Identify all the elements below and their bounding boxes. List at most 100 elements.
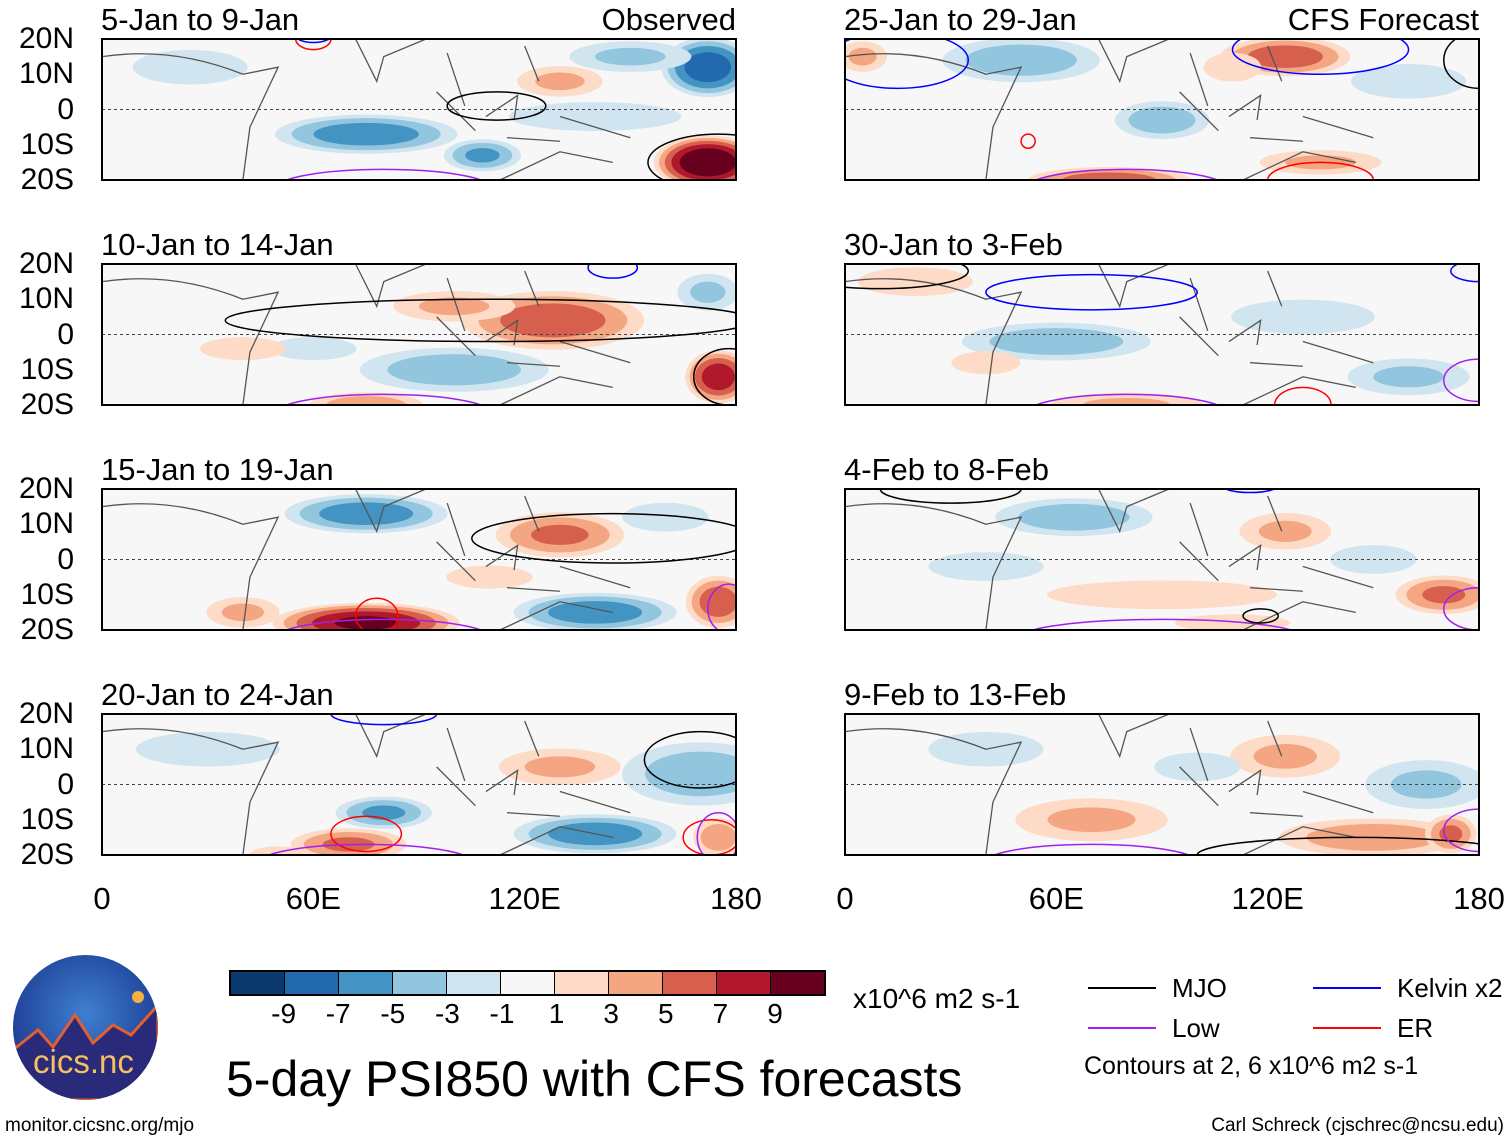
map-panel [844, 38, 1480, 181]
er-contour [1273, 386, 1332, 405]
map-panel [101, 713, 737, 856]
y-tick-label: 20N [18, 22, 74, 55]
kelvin-contour [1223, 489, 1277, 494]
colorbar-tick-label: -7 [325, 998, 351, 1029]
anomaly-contour-fill [1047, 807, 1136, 833]
colorbar-swatch [555, 972, 609, 994]
colorbar-tick-label: -1 [489, 998, 515, 1029]
panel-frame [101, 263, 737, 406]
colorbar-tick-label: 7 [712, 998, 729, 1029]
y-tick-label: 20N [18, 247, 74, 280]
coastlines [845, 489, 1374, 630]
er-contour [682, 819, 736, 855]
low-contour [1034, 393, 1220, 405]
colorbar-swatch [393, 972, 447, 994]
anomaly-contour-fill [326, 396, 407, 405]
anomaly-contour-fill [270, 337, 357, 361]
coastlines [845, 264, 1374, 405]
x-tick-label: 60E [285, 881, 341, 916]
panel-frame [844, 488, 1480, 631]
map-panel [101, 38, 737, 181]
colorbar-tick-label: 1 [548, 998, 565, 1029]
mjo-contour [879, 489, 1022, 504]
kelvin-contour [587, 264, 639, 279]
panel-title: 25-Jan to 29-Jan [844, 2, 1077, 37]
colorbar-swatch [609, 972, 663, 994]
low-contour [1034, 168, 1220, 180]
anomaly-contour-fill [690, 281, 726, 303]
anomaly-contour-fill [684, 52, 732, 83]
anomaly-contour-fill [387, 354, 522, 386]
anomaly-contour-fill [1258, 520, 1312, 542]
colorbar-swatch [663, 972, 717, 994]
mjo-contour [692, 347, 736, 405]
mjo-contour [1242, 608, 1279, 624]
anomaly-contour-fill [1128, 106, 1196, 134]
legend-label: Kelvin x2 [1397, 973, 1503, 1003]
anomaly-contour-fill [531, 524, 589, 545]
colorbar-units: x10^6 m2 s-1 [853, 983, 1021, 1014]
anomaly-contour-fill [595, 47, 666, 66]
source-url[interactable]: monitor.cicsnc.org/mjo [5, 1115, 195, 1136]
panel-frame [844, 713, 1480, 856]
y-tick-label: 20N [18, 697, 74, 730]
legend-label: ER [1397, 1013, 1434, 1043]
anomaly-contour-fill [857, 267, 973, 297]
y-tick-label: 20N [18, 472, 74, 505]
anomaly-contour-fill [1390, 770, 1462, 799]
low-contour [267, 843, 466, 855]
low-contour [284, 393, 483, 405]
anomaly-contour-fill [500, 303, 606, 338]
map-panel [101, 263, 737, 406]
kelvin-contour [985, 273, 1198, 311]
panel-frame [844, 263, 1480, 406]
mjo-contour [643, 730, 736, 789]
low-contour [707, 583, 736, 630]
anomaly-contour-fill [699, 586, 736, 617]
anomaly-contour-fill [1154, 752, 1241, 782]
panel-title: 4-Feb to 8-Feb [844, 452, 1050, 487]
er-contour [1266, 161, 1375, 180]
anomaly-contour-fill [622, 502, 709, 532]
panel-title: 20-Jan to 24-Jan [101, 677, 334, 712]
x-tick-label: 0 [836, 881, 854, 916]
anomaly-contour-fill [1230, 299, 1375, 335]
anomaly-contour-fill [132, 49, 248, 85]
panel-title: 30-Jan to 3-Feb [844, 227, 1063, 262]
y-tick-label: 0 [57, 92, 74, 126]
anomaly-contour-fill [951, 351, 1021, 375]
panel-frame [844, 38, 1480, 181]
anomaly-contour-fill [319, 502, 414, 525]
panel-title: 5-Jan to 9-Jan [101, 2, 300, 37]
anomaly-contour-fill [524, 756, 596, 778]
er-contour [354, 597, 399, 630]
low-legend-line [1088, 1027, 1156, 1029]
map-panel [101, 488, 737, 631]
anomaly-contour-fill [1082, 397, 1171, 405]
map-panel [844, 263, 1480, 406]
anomaly-contour-fill [221, 603, 265, 622]
colorbar-tick-label: -9 [271, 998, 297, 1029]
y-tick-label: 10N [18, 507, 74, 541]
colorbar-swatch [339, 972, 393, 994]
map-panel [844, 488, 1480, 631]
anomaly-contour-fill [1203, 52, 1262, 82]
x-tick-label: 180 [710, 881, 762, 916]
colorbar [229, 970, 826, 996]
y-tick-label: 10S [20, 127, 74, 161]
low-contour [696, 811, 736, 855]
map-panel [844, 713, 1480, 856]
anomaly-contour-fill [700, 824, 736, 851]
y-tick-label: 0 [57, 767, 74, 801]
y-tick-label: 10N [18, 282, 74, 316]
mjo-contour [845, 264, 970, 290]
anomaly-contour-fill [701, 363, 735, 391]
anomaly-contour-fill [1253, 743, 1317, 769]
anomaly-contour-fill [1046, 580, 1278, 610]
colorbar-swatch [717, 972, 771, 994]
mjo-contour [471, 512, 736, 564]
anomaly-contour-fill [1247, 45, 1323, 68]
anomaly-contour-fill [199, 337, 287, 361]
anomaly-contour-fill [249, 846, 307, 855]
